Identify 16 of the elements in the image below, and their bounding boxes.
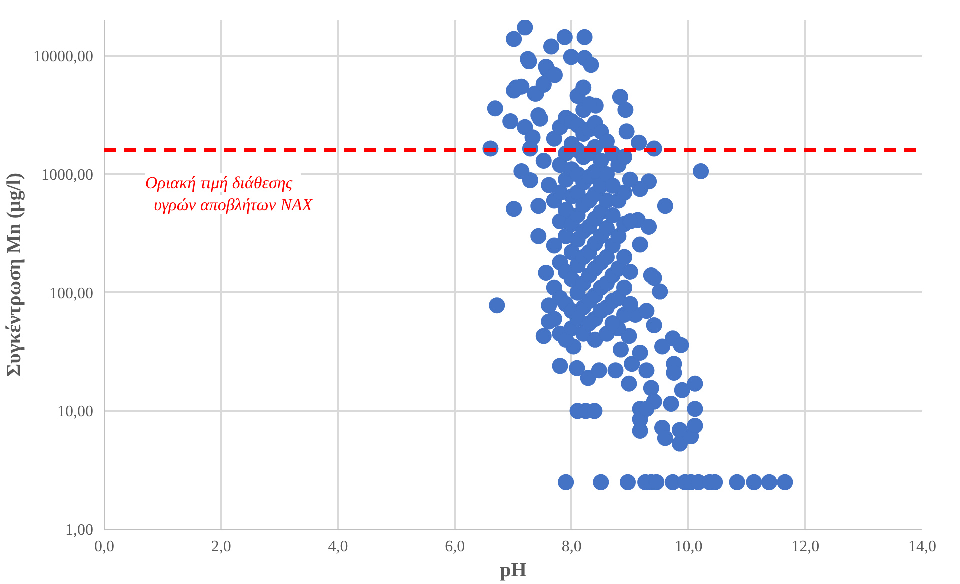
x-tick-label: 2,0 (211, 538, 232, 556)
x-axis-title: pH (500, 560, 528, 582)
x-tick-label: 6,0 (445, 538, 466, 556)
x-tick-label: 0,0 (94, 538, 114, 556)
y-tick-label: 1000,00 (42, 166, 94, 184)
x-tick-label: 14,0 (908, 538, 936, 556)
x-tick-label: 8,0 (562, 538, 582, 556)
y-tick-label: 1,00 (66, 522, 94, 539)
y-tick-label: 100,00 (50, 285, 94, 302)
ref-line-label: Οριακή τιμή διάθεσης υγρών αποβλήτων ΝΑΧ (145, 173, 314, 214)
x-tick-label: 12,0 (792, 538, 820, 556)
y-axis-title: Συγκέντρωση Mn (μg/l) (4, 173, 26, 377)
x-tick-label: 4,0 (328, 538, 348, 556)
y-tick-label: 10,00 (58, 404, 94, 421)
y-tick-label: 10000,00 (34, 48, 94, 66)
x-tick-label: 10,0 (674, 538, 703, 556)
